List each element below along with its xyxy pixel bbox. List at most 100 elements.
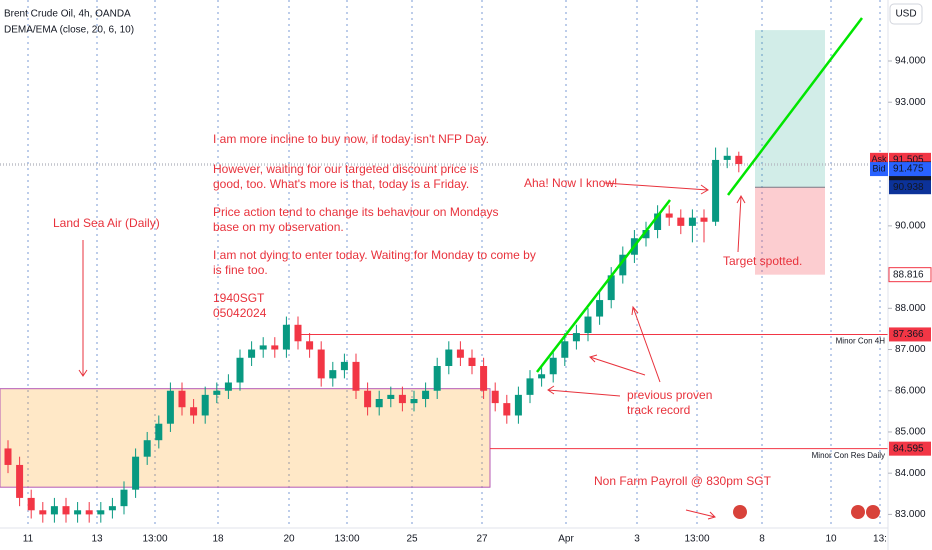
note-text: Aha! Now I know!: [524, 176, 617, 190]
candle-body: [201, 394, 209, 416]
candle-body: [491, 390, 499, 404]
x-tick-label: 8: [759, 534, 765, 545]
candle-body: [677, 217, 685, 226]
y-tick-label: 86.000: [895, 385, 926, 396]
candle-body: [248, 349, 256, 358]
price-badge-label: 90.938: [893, 182, 924, 193]
candle-body: [340, 361, 348, 371]
level-label: Minor Con 4H: [836, 337, 886, 346]
candle-body: [74, 510, 82, 515]
candle-body: [700, 217, 708, 222]
y-tick-label: 84.000: [895, 468, 926, 479]
event-icon: [733, 505, 747, 519]
x-tick-label: 13:00: [142, 534, 167, 545]
x-tick-label: 18: [212, 534, 224, 545]
quote-tag-label: Bid: [872, 163, 885, 173]
currency[interactable]: USD: [895, 9, 916, 20]
x-tick-label: 13: [91, 534, 103, 545]
note-text: Non Farm Payroll @ 830pm SGT: [594, 474, 772, 488]
price-badge-label: 87.366: [893, 329, 924, 340]
note-text: Land Sea Air (Daily): [53, 216, 160, 230]
event-icon: [851, 505, 865, 519]
candle-body: [526, 378, 534, 395]
candle-body: [723, 155, 731, 160]
stop-area: [755, 187, 825, 275]
quote-tag-label: Ask: [871, 154, 887, 164]
candle-body: [178, 390, 186, 408]
quote-tag: [870, 162, 888, 177]
candle-body: [50, 506, 58, 515]
x-tick-label: 10: [825, 534, 837, 545]
note-text: 1940SGT: [213, 291, 265, 305]
note-text: Price action tend to change its behaviou…: [213, 205, 499, 219]
candle-body: [120, 489, 128, 507]
candle-body: [572, 333, 580, 342]
candle-body: [433, 366, 441, 391]
candle-body: [387, 394, 395, 399]
candle-body: [213, 390, 221, 395]
candle-body: [456, 349, 464, 358]
x-tick-label: Apr: [558, 534, 574, 545]
note-text: base on my observation.: [213, 220, 344, 234]
candle-body: [398, 394, 406, 404]
candle-body: [468, 357, 476, 367]
x-tick-label: 25: [406, 534, 418, 545]
candle-body: [712, 159, 720, 222]
candle-body: [236, 357, 244, 383]
candle-body: [306, 341, 314, 350]
candle-body: [480, 366, 488, 391]
arrow: [736, 194, 746, 253]
x-tick-label: 20: [283, 534, 295, 545]
candle-body: [422, 390, 430, 399]
candle-body: [190, 407, 198, 416]
candle-body: [39, 510, 47, 515]
price-badge-label: 91.505: [893, 154, 924, 165]
note-text: is fine too.: [213, 263, 268, 277]
y-tick-label: 88.000: [895, 303, 926, 314]
price-badge: [889, 327, 931, 342]
note-text: However, waiting for our targeted discou…: [213, 162, 478, 176]
candle-body: [224, 382, 232, 391]
note-text: track record: [627, 403, 690, 417]
arrow: [631, 305, 661, 383]
candle-body: [735, 155, 743, 165]
price-badge: [889, 441, 931, 456]
indicator-label: DEMA/EMA (close, 20, 6, 10): [4, 25, 134, 36]
supply-demand-zone: [0, 388, 491, 488]
y-tick-label: 83.000: [895, 509, 926, 520]
price-badge: [888, 267, 932, 283]
candle-body: [665, 213, 673, 218]
candle-body: [85, 510, 93, 515]
candle-body: [654, 213, 662, 230]
candle-body: [282, 324, 290, 350]
y-tick-label: 87.000: [895, 344, 926, 355]
candle-body: [132, 456, 140, 490]
x-tick-label: 11: [23, 534, 34, 545]
candle-body: [596, 300, 604, 317]
arrow: [78, 240, 88, 377]
candle-body: [410, 398, 418, 404]
candle-body: [445, 349, 453, 367]
candle-body: [329, 370, 337, 379]
y-tick-label: 90.000: [895, 221, 926, 232]
candle-body: [364, 390, 372, 408]
arrow: [589, 354, 646, 376]
candle-body: [642, 229, 650, 239]
trend-line: [536, 199, 671, 373]
candle-body: [549, 357, 557, 375]
y-tick-label: 93.000: [895, 97, 926, 108]
chart-title: Brent Crude Oil, 4h, OANDA: [4, 9, 131, 20]
candle-body: [688, 217, 696, 226]
candle-body: [108, 506, 116, 511]
currency-button[interactable]: [889, 3, 923, 25]
candle-body: [27, 497, 35, 511]
price-badge-label: 91.475: [893, 164, 924, 175]
y-tick-label: 94.000: [895, 56, 926, 67]
candle-body: [4, 448, 12, 465]
price-badge-label: 88.816: [893, 269, 924, 280]
candle-body: [619, 254, 627, 276]
candle-body: [294, 324, 302, 342]
price-badge: [889, 180, 931, 195]
candle-body: [143, 440, 151, 457]
axes: 11 13 13:00 18 20 13:00 25 27 Apr 3 13:00 8 10 13: 94.…: [23, 56, 932, 545]
